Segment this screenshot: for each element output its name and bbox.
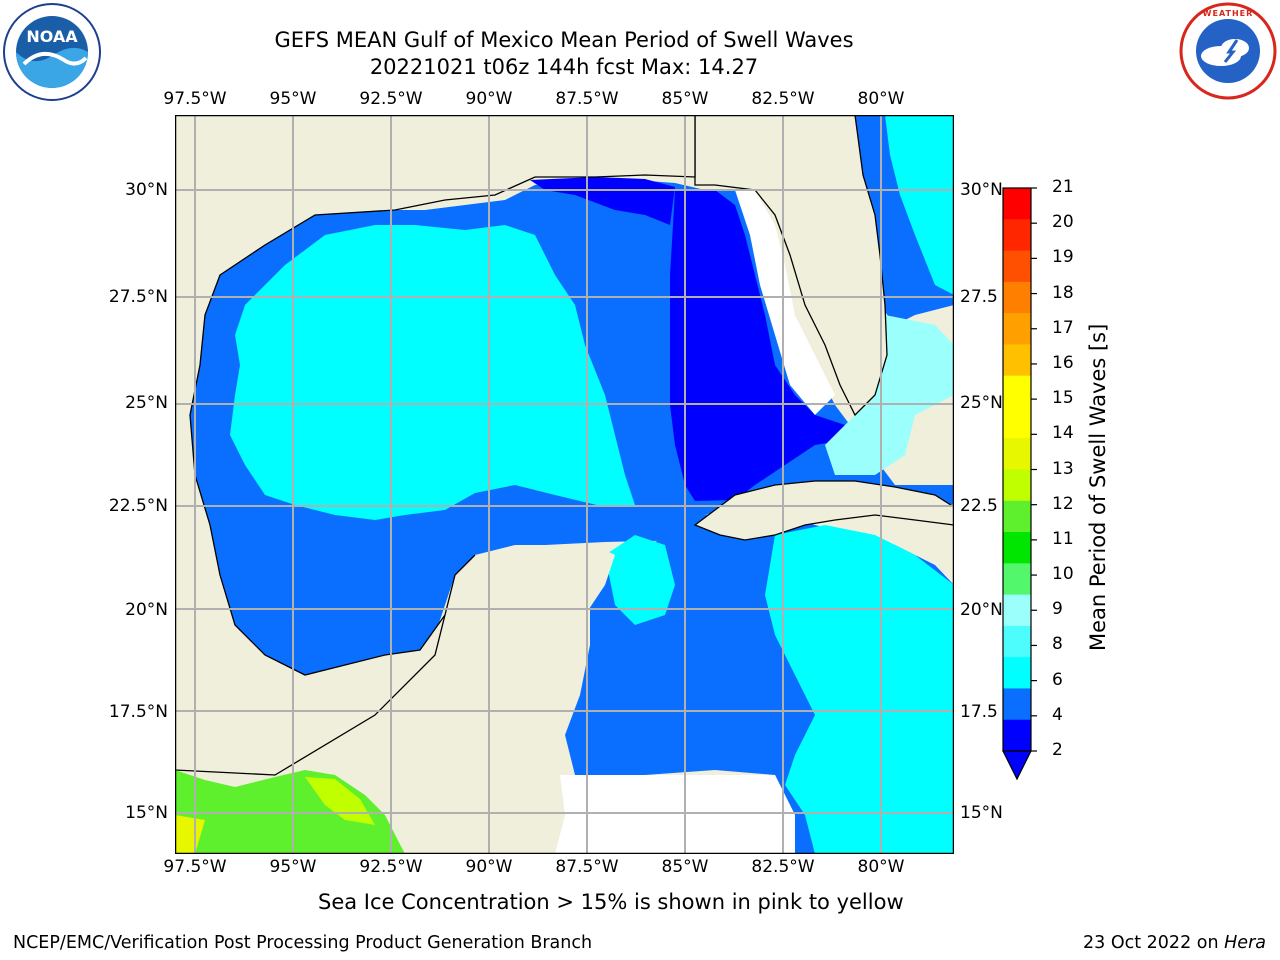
lon-label-bottom-1: 97.5°W [163, 857, 227, 877]
lon-label-top-2: 95°W [269, 89, 317, 109]
colorbar-block [1003, 469, 1031, 502]
map-gridlines [175, 115, 954, 854]
noaa-logo: NOAA [3, 3, 101, 101]
colorbar-block [1003, 219, 1031, 252]
colorbar-tick-label: 19 [1052, 247, 1074, 268]
caribbean-nodata-south [555, 775, 795, 854]
colorbar [1002, 187, 1037, 781]
colorbar-tick-marks [1031, 187, 1037, 752]
map-frame [175, 115, 954, 854]
caribbean-swell-cyan [765, 525, 954, 854]
colorbar-block [1003, 406, 1031, 439]
lat-label-left-6: 17.5°N [108, 702, 168, 722]
colorbar-block [1003, 657, 1031, 690]
lat-label-left-7: 15°N [125, 803, 168, 823]
svg-text:WEATHER: WEATHER [1203, 9, 1254, 18]
lon-label-bottom-4: 90°W [465, 857, 513, 877]
colorbar-title: Mean Period of Swell Waves [s] [1086, 323, 1110, 651]
lon-label-top-1: 97.5°W [163, 89, 227, 109]
lat-label-right-2: 27.5 [960, 287, 998, 307]
colorbar-block [1003, 594, 1031, 627]
lon-label-bottom-6: 85°W [661, 857, 709, 877]
lat-label-left-3: 25°N [125, 393, 168, 413]
lat-label-right-6: 17.5 [960, 702, 998, 722]
lon-label-top-4: 90°W [465, 89, 513, 109]
colorbar-block [1003, 563, 1031, 596]
footer-date-text: 23 Oct 2022 on [1083, 933, 1225, 953]
colorbar-block [1003, 281, 1031, 314]
colorbar-tick-label: 17 [1052, 317, 1074, 338]
colorbar-tick-label: 21 [1052, 177, 1074, 197]
lon-label-bottom-2: 95°W [269, 857, 317, 877]
colorbar-tick-label: 10 [1052, 564, 1074, 585]
nws-logo: WEATHER [1179, 2, 1277, 100]
footer-date: 23 Oct 2022 on Hera [1083, 933, 1266, 953]
lon-label-bottom-7: 82.5°W [751, 857, 815, 877]
colorbar-tick-label: 16 [1052, 352, 1074, 373]
colorbar-tick-label: 9 [1052, 599, 1063, 620]
florida-shelf-nodata [735, 190, 835, 415]
lon-label-bottom-5: 87.5°W [555, 857, 619, 877]
colorbar-tick-label: 8 [1052, 634, 1063, 655]
colorbar-block [1003, 625, 1031, 658]
colorbar-block [1003, 500, 1031, 533]
lon-label-top-5: 87.5°W [555, 89, 619, 109]
colorbar-block [1003, 313, 1031, 345]
mexico-land [175, 115, 696, 776]
lon-label-bottom-3: 92.5°W [359, 857, 423, 877]
colorbar-tick-label: 2 [1052, 740, 1063, 760]
lat-label-right-1: 30°N [960, 180, 1003, 200]
lon-label-top-8: 80°W [857, 89, 905, 109]
cuba-land [693, 480, 954, 541]
straits-swell-lightcyan [825, 315, 954, 475]
colorbar-block [1003, 344, 1031, 377]
lat-label-right-7: 15°N [960, 803, 1003, 823]
colorbar-blocks [1003, 188, 1031, 752]
colorbar-block [1003, 532, 1031, 564]
lat-label-left-5: 20°N [125, 600, 168, 620]
footer-host: Hera [1224, 933, 1266, 953]
gulf-swell-cyan [230, 225, 635, 520]
lat-label-right-3: 25°N [960, 393, 1003, 413]
colorbar-block [1003, 188, 1031, 220]
pacific-swell-yellow-west [175, 815, 205, 854]
sea-ice-note: Sea Ice Concentration > 15% is shown in … [318, 890, 904, 914]
colorbar-tick-label: 4 [1052, 704, 1063, 725]
lat-label-left-2: 27.5°N [108, 287, 168, 307]
lon-label-top-7: 82.5°W [751, 89, 815, 109]
lon-label-top-3: 92.5°W [359, 89, 423, 109]
map-title: GEFS MEAN Gulf of Mexico Mean Period of … [274, 28, 854, 52]
colorbar-tick-label: 13 [1052, 458, 1074, 479]
noaa-logo-text: NOAA [26, 27, 78, 46]
lat-label-left-4: 22.5°N [108, 496, 168, 516]
atlantic-swell-cyan [885, 115, 954, 295]
gulf-swell-darkblue [670, 190, 875, 501]
lat-label-left-1: 30°N [125, 180, 168, 200]
colorbar-tick-label: 11 [1052, 528, 1074, 549]
colorbar-tick-label: 18 [1052, 282, 1074, 303]
colorbar-tick-label: 14 [1052, 423, 1074, 444]
colorbar-tick-label: 20 [1052, 212, 1074, 233]
colorbar-block [1003, 688, 1031, 721]
map-panel [175, 115, 954, 854]
colorbar-block [1003, 250, 1031, 283]
colorbar-tick-label: 6 [1052, 669, 1063, 690]
map-subtitle: 20221021 t06z 144h fcst Max: 14.27 [369, 55, 759, 79]
colorbar-block [1003, 438, 1031, 471]
lon-label-bottom-8: 80°W [857, 857, 905, 877]
colorbar-block [1003, 719, 1031, 752]
lon-label-top-6: 85°W [661, 89, 709, 109]
lat-label-right-4: 22.5 [960, 496, 998, 516]
lat-label-right-5: 20°N [960, 600, 1003, 620]
colorbar-tick-label: 12 [1052, 493, 1074, 514]
caribbean-swell-cyan-west [605, 535, 675, 625]
footer-credit: NCEP/EMC/Verification Post Processing Pr… [13, 933, 593, 953]
colorbar-tick-label: 15 [1052, 388, 1074, 409]
colorbar-block [1003, 375, 1031, 408]
colorbar-extend-arrow [1002, 750, 1032, 781]
